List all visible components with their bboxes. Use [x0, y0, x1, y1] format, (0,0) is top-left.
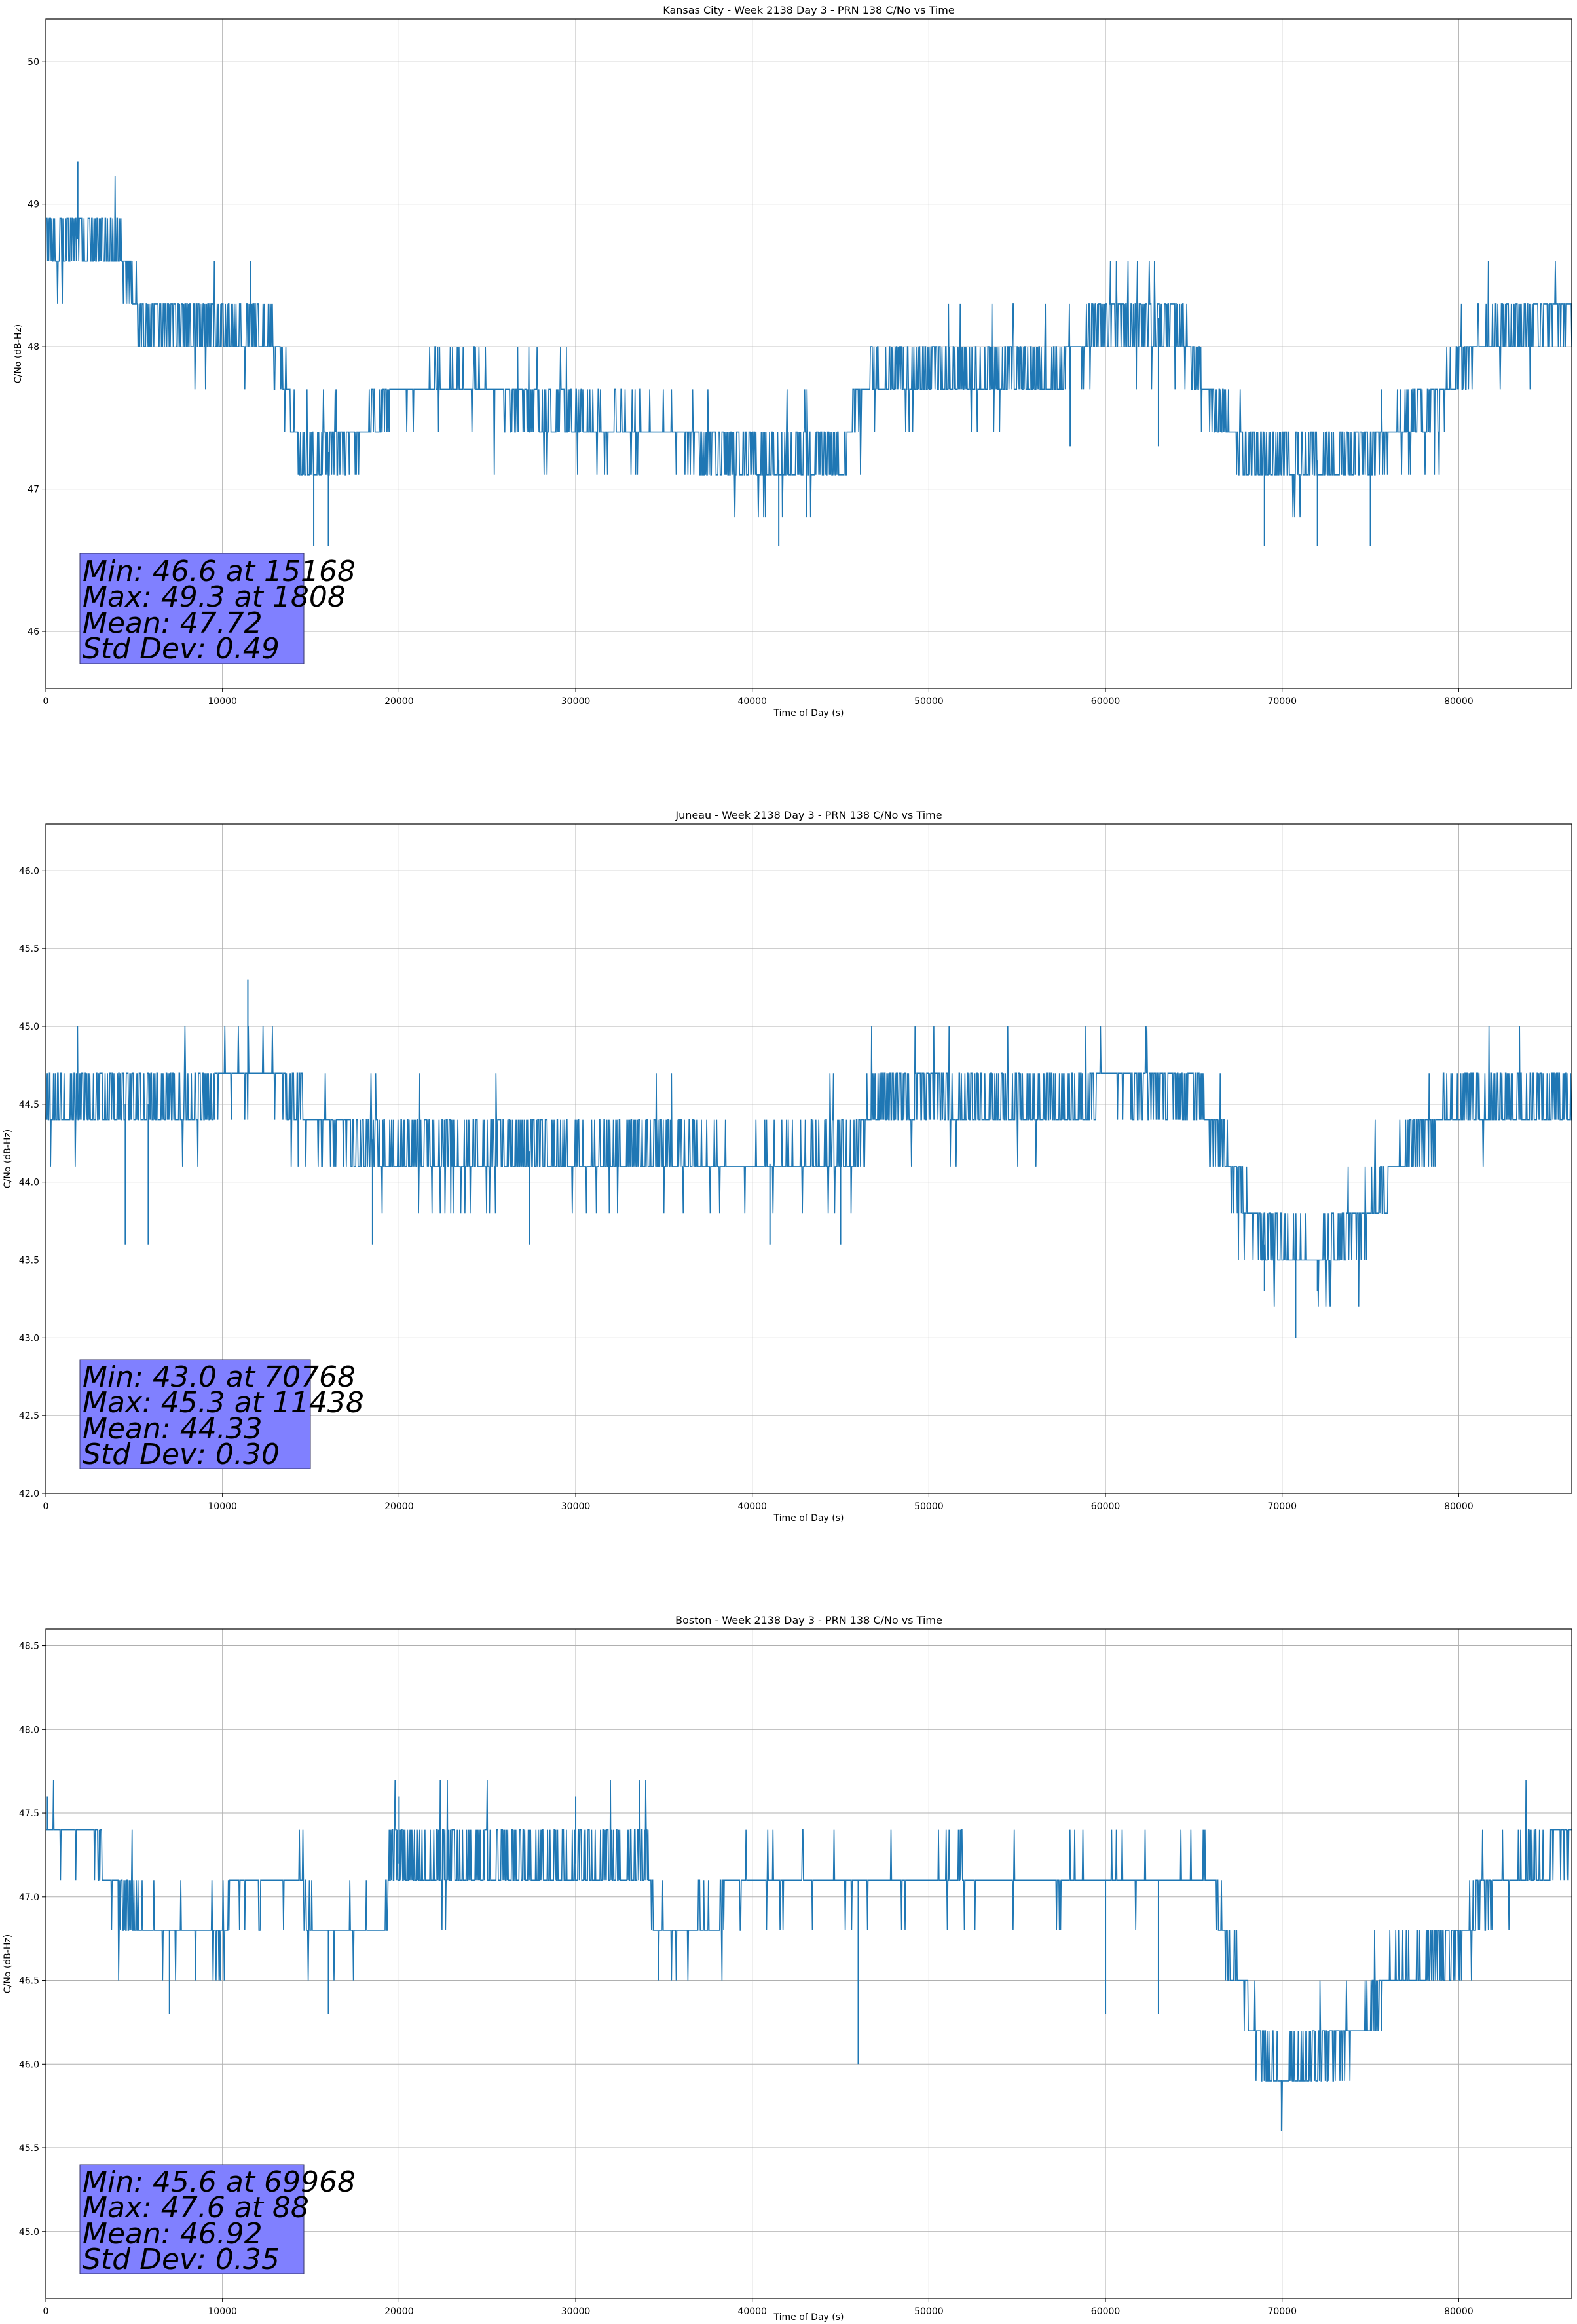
x-tick-label: 50000 [914, 696, 944, 707]
cno-series [46, 1779, 1572, 2131]
y-tick-label: 47 [28, 485, 39, 495]
y-axis-label: C/No (dB-Hz) [3, 1934, 13, 1993]
chart-title: Kansas City - Week 2138 Day 3 - PRN 138 … [663, 4, 954, 16]
stats-mean: Mean: 44.33 [83, 1412, 263, 1446]
y-tick-label: 46.5 [19, 1976, 39, 1987]
y-tick-label: 45.0 [19, 2227, 39, 2238]
x-axis-label: Time of Day (s) [773, 1513, 844, 1524]
x-tick-label: 40000 [737, 696, 767, 707]
y-tick-label: 43.0 [19, 1333, 39, 1343]
x-tick-label: 80000 [1444, 1501, 1474, 1512]
y-tick-label: 45.5 [19, 2143, 39, 2154]
chart-title: Boston - Week 2138 Day 3 - PRN 138 C/No … [675, 1614, 942, 1626]
y-tick-label: 42.0 [19, 1489, 39, 1499]
stats-min: Min: 43.0 at 70768 [83, 1360, 356, 1394]
y-tick-label: 47.0 [19, 1892, 39, 1903]
y-tick-label: 44.5 [19, 1100, 39, 1110]
y-tick-label: 46 [28, 627, 39, 637]
x-tick-label: 50000 [914, 1501, 944, 1512]
stats-max: Max: 49.3 at 1808 [83, 580, 346, 614]
cno-series-line [46, 1779, 1572, 2131]
y-tick-label: 50 [28, 57, 39, 67]
x-axis-label: Time of Day (s) [773, 2312, 844, 2323]
x-axis-label: Time of Day (s) [773, 708, 844, 719]
x-tick-label: 70000 [1267, 1501, 1297, 1512]
y-axis-label: C/No (dB-Hz) [3, 1129, 13, 1188]
axis-ticks: 0 10000 20000 30000 40000 50000 60000 70000 8000… [19, 866, 1474, 1512]
x-tick-label: 40000 [737, 2306, 767, 2317]
x-tick-label: 60000 [1091, 1501, 1121, 1512]
kansas-city-chart: Kansas City - Week 2138 Day 3 - PRN 138 … [13, 4, 1572, 719]
cno-series [46, 161, 1572, 546]
x-tick-label: 70000 [1267, 2306, 1297, 2317]
chart-title: Juneau - Week 2138 Day 3 - PRN 138 C/No … [675, 809, 942, 821]
x-tick-label: 10000 [208, 1501, 237, 1512]
x-tick-label: 0 [43, 1501, 49, 1512]
stats-min: Min: 46.6 at 15168 [83, 555, 356, 588]
x-tick-label: 30000 [561, 1501, 591, 1512]
y-tick-label: 43.5 [19, 1255, 39, 1265]
stats-std-dev: Std Dev: 0.49 [83, 632, 280, 665]
y-tick-label: 45.5 [19, 944, 39, 954]
y-tick-label: 48.0 [19, 1725, 39, 1735]
stats-box: Min: 46.6 at 15168 Max: 49.3 at 1808 Mea… [79, 553, 356, 665]
boston-chart: Boston - Week 2138 Day 3 - PRN 138 C/No … [3, 1614, 1572, 2323]
y-tick-label: 48.5 [19, 1641, 39, 1652]
y-axis-label: C/No (dB-Hz) [13, 324, 24, 383]
axis-ticks: 0 10000 20000 30000 40000 50000 60000 70000 8000… [28, 57, 1474, 707]
y-tick-label: 48 [28, 342, 39, 352]
cno-series [45, 979, 1572, 1338]
x-tick-label: 0 [43, 2306, 49, 2317]
y-tick-label: 44.0 [19, 1178, 39, 1188]
x-tick-label: 40000 [737, 1501, 767, 1512]
x-tick-label: 70000 [1267, 696, 1297, 707]
stats-mean: Mean: 47.72 [83, 607, 263, 640]
y-tick-label: 46.0 [19, 2059, 39, 2070]
x-tick-label: 80000 [1444, 2306, 1474, 2317]
plot-frame [45, 823, 1572, 1494]
stats-box: Min: 43.0 at 70768 Max: 45.3 at 11438 Me… [79, 1359, 364, 1471]
y-tick-label: 47.5 [19, 1809, 39, 1819]
x-tick-label: 60000 [1091, 2306, 1121, 2317]
x-tick-label: 10000 [208, 696, 237, 707]
axis-ticks: 0 10000 20000 30000 40000 50000 60000 70000 8000… [19, 1641, 1474, 2317]
x-tick-label: 50000 [914, 2306, 944, 2317]
x-tick-label: 30000 [561, 2306, 591, 2317]
stats-box-background [79, 553, 305, 664]
juneau-chart: Juneau - Week 2138 Day 3 - PRN 138 C/No … [3, 809, 1572, 1524]
stats-box-background [79, 2164, 305, 2274]
stats-std-dev: Std Dev: 0.30 [83, 1438, 280, 1471]
plot-frame [45, 1628, 1572, 2299]
stats-std-dev: Std Dev: 0.35 [83, 2243, 280, 2276]
stats-mean: Mean: 46.92 [83, 2217, 263, 2251]
plot-frame [45, 18, 1572, 689]
x-tick-label: 10000 [208, 2306, 237, 2317]
x-tick-label: 20000 [384, 696, 414, 707]
x-tick-label: 0 [43, 696, 49, 707]
stats-min: Min: 45.6 at 69968 [83, 2165, 356, 2199]
x-tick-label: 20000 [384, 1501, 414, 1512]
y-tick-label: 42.5 [19, 1411, 39, 1421]
stats-max: Max: 47.6 at 88 [83, 2191, 309, 2224]
x-tick-label: 80000 [1444, 696, 1474, 707]
x-tick-label: 60000 [1091, 696, 1121, 707]
stats-box: Min: 45.6 at 69968 Max: 47.6 at 88 Mean:… [79, 2164, 356, 2276]
stats-box-background [79, 1359, 311, 1469]
x-tick-label: 20000 [384, 2306, 414, 2317]
x-tick-label: 30000 [561, 696, 591, 707]
y-tick-label: 46.0 [19, 866, 39, 876]
stats-max: Max: 45.3 at 11438 [83, 1386, 364, 1419]
y-tick-label: 45.0 [19, 1022, 39, 1032]
y-tick-label: 49 [28, 200, 39, 210]
